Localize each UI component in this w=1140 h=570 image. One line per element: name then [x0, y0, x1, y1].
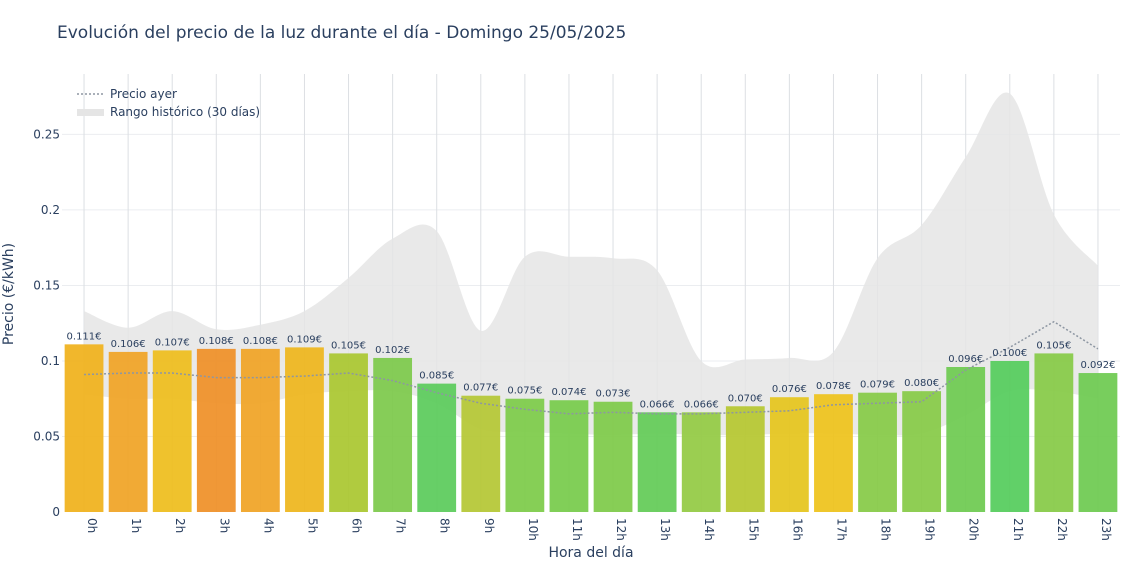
- price-bar-9h[interactable]: [461, 395, 501, 512]
- historical-range-band: [84, 92, 1098, 436]
- bar-value-label-7h: 0.102€: [375, 345, 410, 356]
- x-tick-label: 20h: [967, 518, 981, 541]
- bar-value-label-19h: 0.080€: [904, 378, 939, 389]
- bar-value-label-11h: 0.074€: [551, 387, 586, 398]
- price-bar-18h[interactable]: [858, 392, 897, 512]
- price-bar-0h[interactable]: [64, 344, 104, 512]
- chart-title: Evolución del precio de la luz durante e…: [57, 23, 626, 43]
- x-tick-label: 17h: [834, 518, 848, 541]
- bar-value-label-10h: 0.075€: [507, 386, 542, 397]
- bar-value-label-16h: 0.076€: [772, 384, 807, 395]
- bar-value-label-14h: 0.066€: [684, 399, 719, 410]
- price-bar-14h[interactable]: [681, 412, 721, 512]
- bar-value-label-5h: 0.109€: [287, 334, 322, 345]
- price-bar-4h[interactable]: [240, 348, 280, 512]
- x-tick-label: 10h: [526, 518, 540, 541]
- x-tick-label: 16h: [790, 518, 804, 541]
- y-tick-label: 0.15: [33, 278, 60, 292]
- legend[interactable]: Precio ayer Rango histórico (30 días): [77, 87, 260, 119]
- yesterday-price-line-path: [84, 320, 1099, 415]
- x-tick-label: 14h: [702, 518, 716, 541]
- y-tick-label: 0.1: [41, 354, 60, 368]
- bar-value-label-17h: 0.078€: [816, 381, 851, 392]
- price-bar-12h[interactable]: [593, 401, 633, 512]
- x-tick-label: 12h: [614, 518, 628, 541]
- yesterday-price-line: [84, 320, 1099, 415]
- price-bar-7h[interactable]: [373, 357, 413, 512]
- x-tick-label: 5h: [305, 518, 319, 533]
- bar-value-label-22h: 0.105€: [1036, 340, 1071, 351]
- bar-value-label-23h: 0.092€: [1080, 360, 1115, 371]
- bar-value-label-1h: 0.106€: [111, 339, 146, 350]
- price-bars: [64, 344, 1118, 512]
- x-tick-label: 6h: [350, 518, 364, 533]
- bar-value-label-9h: 0.077€: [463, 383, 498, 394]
- x-axis-title: Hora del día: [548, 545, 633, 561]
- legend-range-label: Rango histórico (30 días): [110, 105, 260, 119]
- x-tick-label: 2h: [173, 518, 187, 533]
- y-axis: 0 0.05 0.1 0.15 0.2 0.25: [33, 127, 60, 519]
- bar-value-labels: 0.111€ 0.106€ 0.107€ 0.108€ 0.108€ 0.109€ 0.10…: [67, 331, 1116, 410]
- legend-yesterday-label: Precio ayer: [110, 87, 177, 101]
- y-tick-label: 0: [52, 505, 60, 519]
- bar-value-label-13h: 0.066€: [640, 399, 675, 410]
- price-bar-21h[interactable]: [990, 360, 1030, 512]
- bar-value-label-20h: 0.096€: [948, 354, 983, 365]
- x-tick-label: 0h: [85, 518, 99, 533]
- price-bar-15h[interactable]: [725, 406, 765, 512]
- x-tick-label: 8h: [438, 518, 452, 533]
- x-tick-label: 15h: [746, 518, 760, 541]
- legend-range-swatch: [77, 109, 104, 116]
- bar-value-label-2h: 0.107€: [155, 337, 190, 348]
- bar-value-label-4h: 0.108€: [243, 336, 278, 347]
- bar-value-label-18h: 0.079€: [860, 380, 895, 391]
- x-tick-label: 4h: [261, 518, 275, 533]
- price-bar-6h[interactable]: [329, 353, 368, 512]
- x-tick-label: 3h: [217, 518, 231, 533]
- x-tick-label: 22h: [1055, 518, 1069, 541]
- x-tick-label: 23h: [1099, 518, 1113, 541]
- x-tick-label: 21h: [1011, 518, 1025, 541]
- price-bar-23h[interactable]: [1078, 373, 1118, 512]
- price-bar-10h[interactable]: [505, 398, 545, 512]
- price-bar-22h[interactable]: [1034, 353, 1074, 512]
- bar-value-label-8h: 0.085€: [419, 371, 454, 382]
- x-tick-label: 13h: [658, 518, 672, 541]
- price-bar-19h[interactable]: [902, 391, 942, 512]
- bar-value-label-12h: 0.073€: [596, 389, 631, 400]
- price-bar-2h[interactable]: [152, 350, 192, 512]
- y-tick-label: 0.25: [33, 127, 60, 141]
- y-tick-label: 0.05: [33, 429, 60, 443]
- price-bar-13h[interactable]: [637, 412, 677, 512]
- bar-value-label-3h: 0.108€: [199, 336, 234, 347]
- bar-value-label-6h: 0.105€: [331, 340, 366, 351]
- y-axis-title: Precio (€/kWh): [1, 243, 17, 345]
- x-tick-label: 9h: [482, 518, 496, 533]
- bar-value-label-15h: 0.070€: [728, 393, 763, 404]
- bar-value-label-21h: 0.100€: [992, 348, 1027, 359]
- price-bar-20h[interactable]: [946, 367, 986, 512]
- historical-range-area: [84, 92, 1098, 436]
- x-tick-label: 7h: [394, 518, 408, 533]
- x-tick-label: 11h: [570, 518, 584, 541]
- x-axis: 0h 1h 2h 3h 4h 5h 6h 7h 8h 9h 10h 11h 12h 13h 14h 15h 16…: [85, 518, 1113, 541]
- price-bar-1h[interactable]: [108, 351, 148, 512]
- bar-value-label-0h: 0.111€: [67, 331, 102, 342]
- price-bar-17h[interactable]: [814, 394, 853, 512]
- x-tick-label: 19h: [923, 518, 937, 541]
- price-bar-16h[interactable]: [769, 397, 809, 512]
- y-tick-label: 0.2: [41, 203, 60, 217]
- price-bar-5h[interactable]: [285, 347, 324, 512]
- price-bar-3h[interactable]: [196, 348, 236, 512]
- price-bar-8h[interactable]: [417, 383, 457, 512]
- price-bar-11h[interactable]: [549, 400, 589, 512]
- x-tick-label: 18h: [879, 518, 893, 541]
- x-tick-label: 1h: [129, 518, 143, 533]
